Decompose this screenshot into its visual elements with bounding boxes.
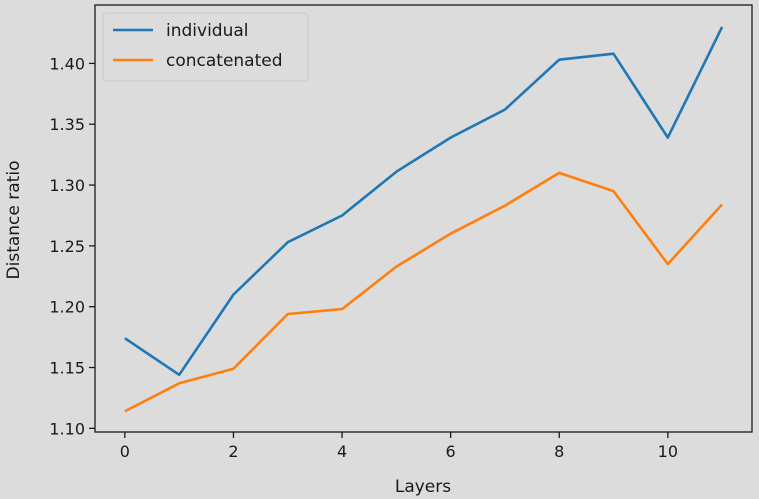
x-tick-label: 2	[228, 442, 238, 461]
x-tick-label: 8	[554, 442, 564, 461]
y-tick-label: 1.25	[49, 237, 85, 256]
x-tick-label: 10	[658, 442, 678, 461]
legend: individual concatenated	[102, 12, 309, 82]
x-axis-label: Layers	[395, 477, 451, 497]
y-tick-label: 1.15	[49, 359, 85, 378]
x-tick-label: 6	[446, 442, 456, 461]
x-axis-ticks: 0 2 4 6 8 10	[120, 432, 678, 461]
series-line-individual	[124, 26, 724, 377]
legend-label-individual: individual	[166, 21, 249, 41]
y-tick-label: 1.35	[49, 115, 85, 134]
y-axis-ticks: 1.10 1.15 1.20 1.25 1.30 1.35 1.40	[49, 54, 95, 438]
y-tick-label: 1.40	[49, 54, 85, 73]
series-line-concatenated	[124, 171, 724, 413]
y-tick-label: 1.20	[49, 298, 85, 317]
legend-label-concatenated: concatenated	[166, 51, 283, 71]
y-tick-label: 1.30	[49, 176, 85, 195]
x-tick-label: 4	[337, 442, 347, 461]
y-tick-label: 1.10	[49, 419, 85, 438]
series-layer	[124, 26, 724, 413]
x-tick-label: 0	[120, 442, 130, 461]
y-axis-label: Distance ratio	[4, 161, 24, 280]
legend-box	[102, 12, 309, 82]
